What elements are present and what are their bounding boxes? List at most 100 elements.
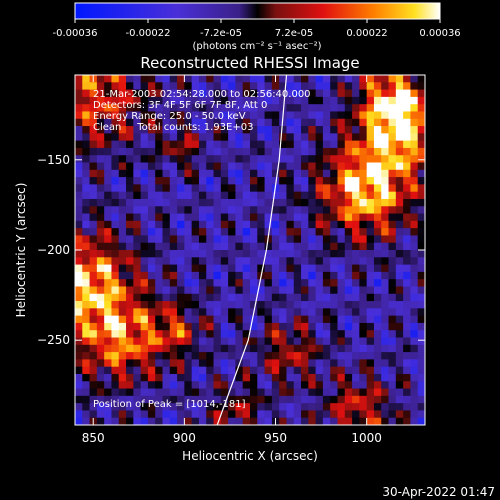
heatmap-cell <box>169 388 178 397</box>
heatmap-cell <box>89 111 98 120</box>
heatmap-cell <box>330 417 338 425</box>
heatmap-cell <box>279 344 287 353</box>
heatmap-cell <box>330 308 338 317</box>
heatmap-cell <box>286 75 295 83</box>
heatmap-cell <box>330 403 338 411</box>
heatmap-cell <box>315 169 324 178</box>
heatmap-cell <box>395 388 404 397</box>
heatmap-cell <box>395 169 404 178</box>
heatmap-cell <box>96 206 105 214</box>
heatmap-cell <box>235 279 244 287</box>
heatmap-cell <box>242 177 251 185</box>
heatmap-cell <box>366 147 375 156</box>
heatmap-cell <box>366 381 375 389</box>
heatmap-cell <box>104 359 112 368</box>
heatmap-cell <box>308 133 317 142</box>
heatmap-cell <box>359 264 368 273</box>
heatmap-cell <box>344 322 353 331</box>
heatmap-cell <box>315 337 324 346</box>
heatmap-cell <box>322 344 331 353</box>
heatmap-cell <box>155 75 163 83</box>
heatmap-cell <box>264 359 273 368</box>
heatmap-cell <box>381 126 389 134</box>
heatmap-cell <box>344 395 353 404</box>
heatmap-cell <box>177 279 185 287</box>
heatmap-cell <box>293 220 302 229</box>
heatmap-cell <box>352 344 360 353</box>
heatmap-cell <box>344 366 353 375</box>
heatmap-cell <box>126 366 134 375</box>
heatmap-cell <box>271 82 280 90</box>
heatmap-cell <box>279 133 287 142</box>
heatmap-cell <box>264 308 273 317</box>
heatmap-cell <box>235 322 244 331</box>
heatmap-cell <box>169 315 178 324</box>
heatmap-cell <box>271 337 280 346</box>
heatmap-cell <box>111 220 120 229</box>
heatmap-cell <box>344 250 353 258</box>
heatmap-cell <box>410 403 419 411</box>
heatmap-cell <box>155 235 163 244</box>
heatmap-cell <box>271 293 280 302</box>
heatmap-cell <box>89 147 98 156</box>
heatmap-cell <box>410 250 419 258</box>
heatmap-cell <box>257 104 265 112</box>
heatmap-cell <box>162 315 171 324</box>
heatmap-cell <box>242 162 251 171</box>
heatmap-cell <box>126 257 134 265</box>
heatmap-cell <box>417 359 425 368</box>
heatmap-cell <box>373 89 382 98</box>
heatmap-cell <box>271 308 280 317</box>
heatmap-cell <box>104 140 112 149</box>
heatmap-cell <box>89 330 98 338</box>
colorbar-tick-label: 7.2e-05 <box>275 28 313 39</box>
heatmap-cell <box>403 155 411 163</box>
heatmap-cell <box>75 133 83 142</box>
heatmap-cell <box>388 395 397 404</box>
heatmap-cell <box>169 133 178 142</box>
heatmap-cell <box>206 417 214 425</box>
heatmap-cell <box>410 359 419 368</box>
heatmap-cell <box>322 330 331 338</box>
heatmap-cell <box>162 184 171 193</box>
heatmap-cell <box>75 417 83 425</box>
heatmap-cell <box>140 373 149 382</box>
heatmap-cell <box>111 235 120 244</box>
heatmap-cell <box>177 220 185 229</box>
heatmap-cell <box>322 118 331 127</box>
heatmap-cell <box>257 191 265 200</box>
heatmap-cell <box>184 198 193 207</box>
heatmap-cell <box>228 198 236 207</box>
heatmap-cell <box>242 104 251 112</box>
heatmap-cell <box>177 89 185 98</box>
heatmap-cell <box>220 213 229 222</box>
heatmap-cell <box>322 169 331 178</box>
heatmap-cell <box>250 395 258 404</box>
heatmap-cell <box>104 337 112 346</box>
heatmap-cell <box>133 352 142 360</box>
heatmap-cell <box>198 271 207 280</box>
heatmap-cell <box>104 242 112 251</box>
heatmap-cell <box>184 344 193 353</box>
heatmap-cell <box>352 235 360 244</box>
heatmap-cell <box>381 279 389 287</box>
heatmap-cell <box>177 104 185 112</box>
heatmap-cell <box>322 82 331 90</box>
colorbar-tick-label: 0.00022 <box>346 28 387 39</box>
heatmap-cell <box>410 147 419 156</box>
heatmap-cell <box>286 322 295 331</box>
heatmap-cell <box>155 213 163 222</box>
heatmap-cell <box>104 118 112 127</box>
heatmap-cell <box>344 213 353 222</box>
heatmap-cell <box>315 395 324 404</box>
heatmap-cell <box>213 417 222 425</box>
heatmap-cell <box>96 315 105 324</box>
heatmap-cell <box>337 198 346 207</box>
heatmap-cell <box>191 147 200 156</box>
heatmap-cell <box>118 111 127 120</box>
heatmap-cell <box>264 264 273 273</box>
heatmap-cell <box>410 96 419 105</box>
heatmap-cell <box>206 308 214 317</box>
heatmap-cell <box>264 417 273 425</box>
heatmap-cell <box>155 301 163 309</box>
